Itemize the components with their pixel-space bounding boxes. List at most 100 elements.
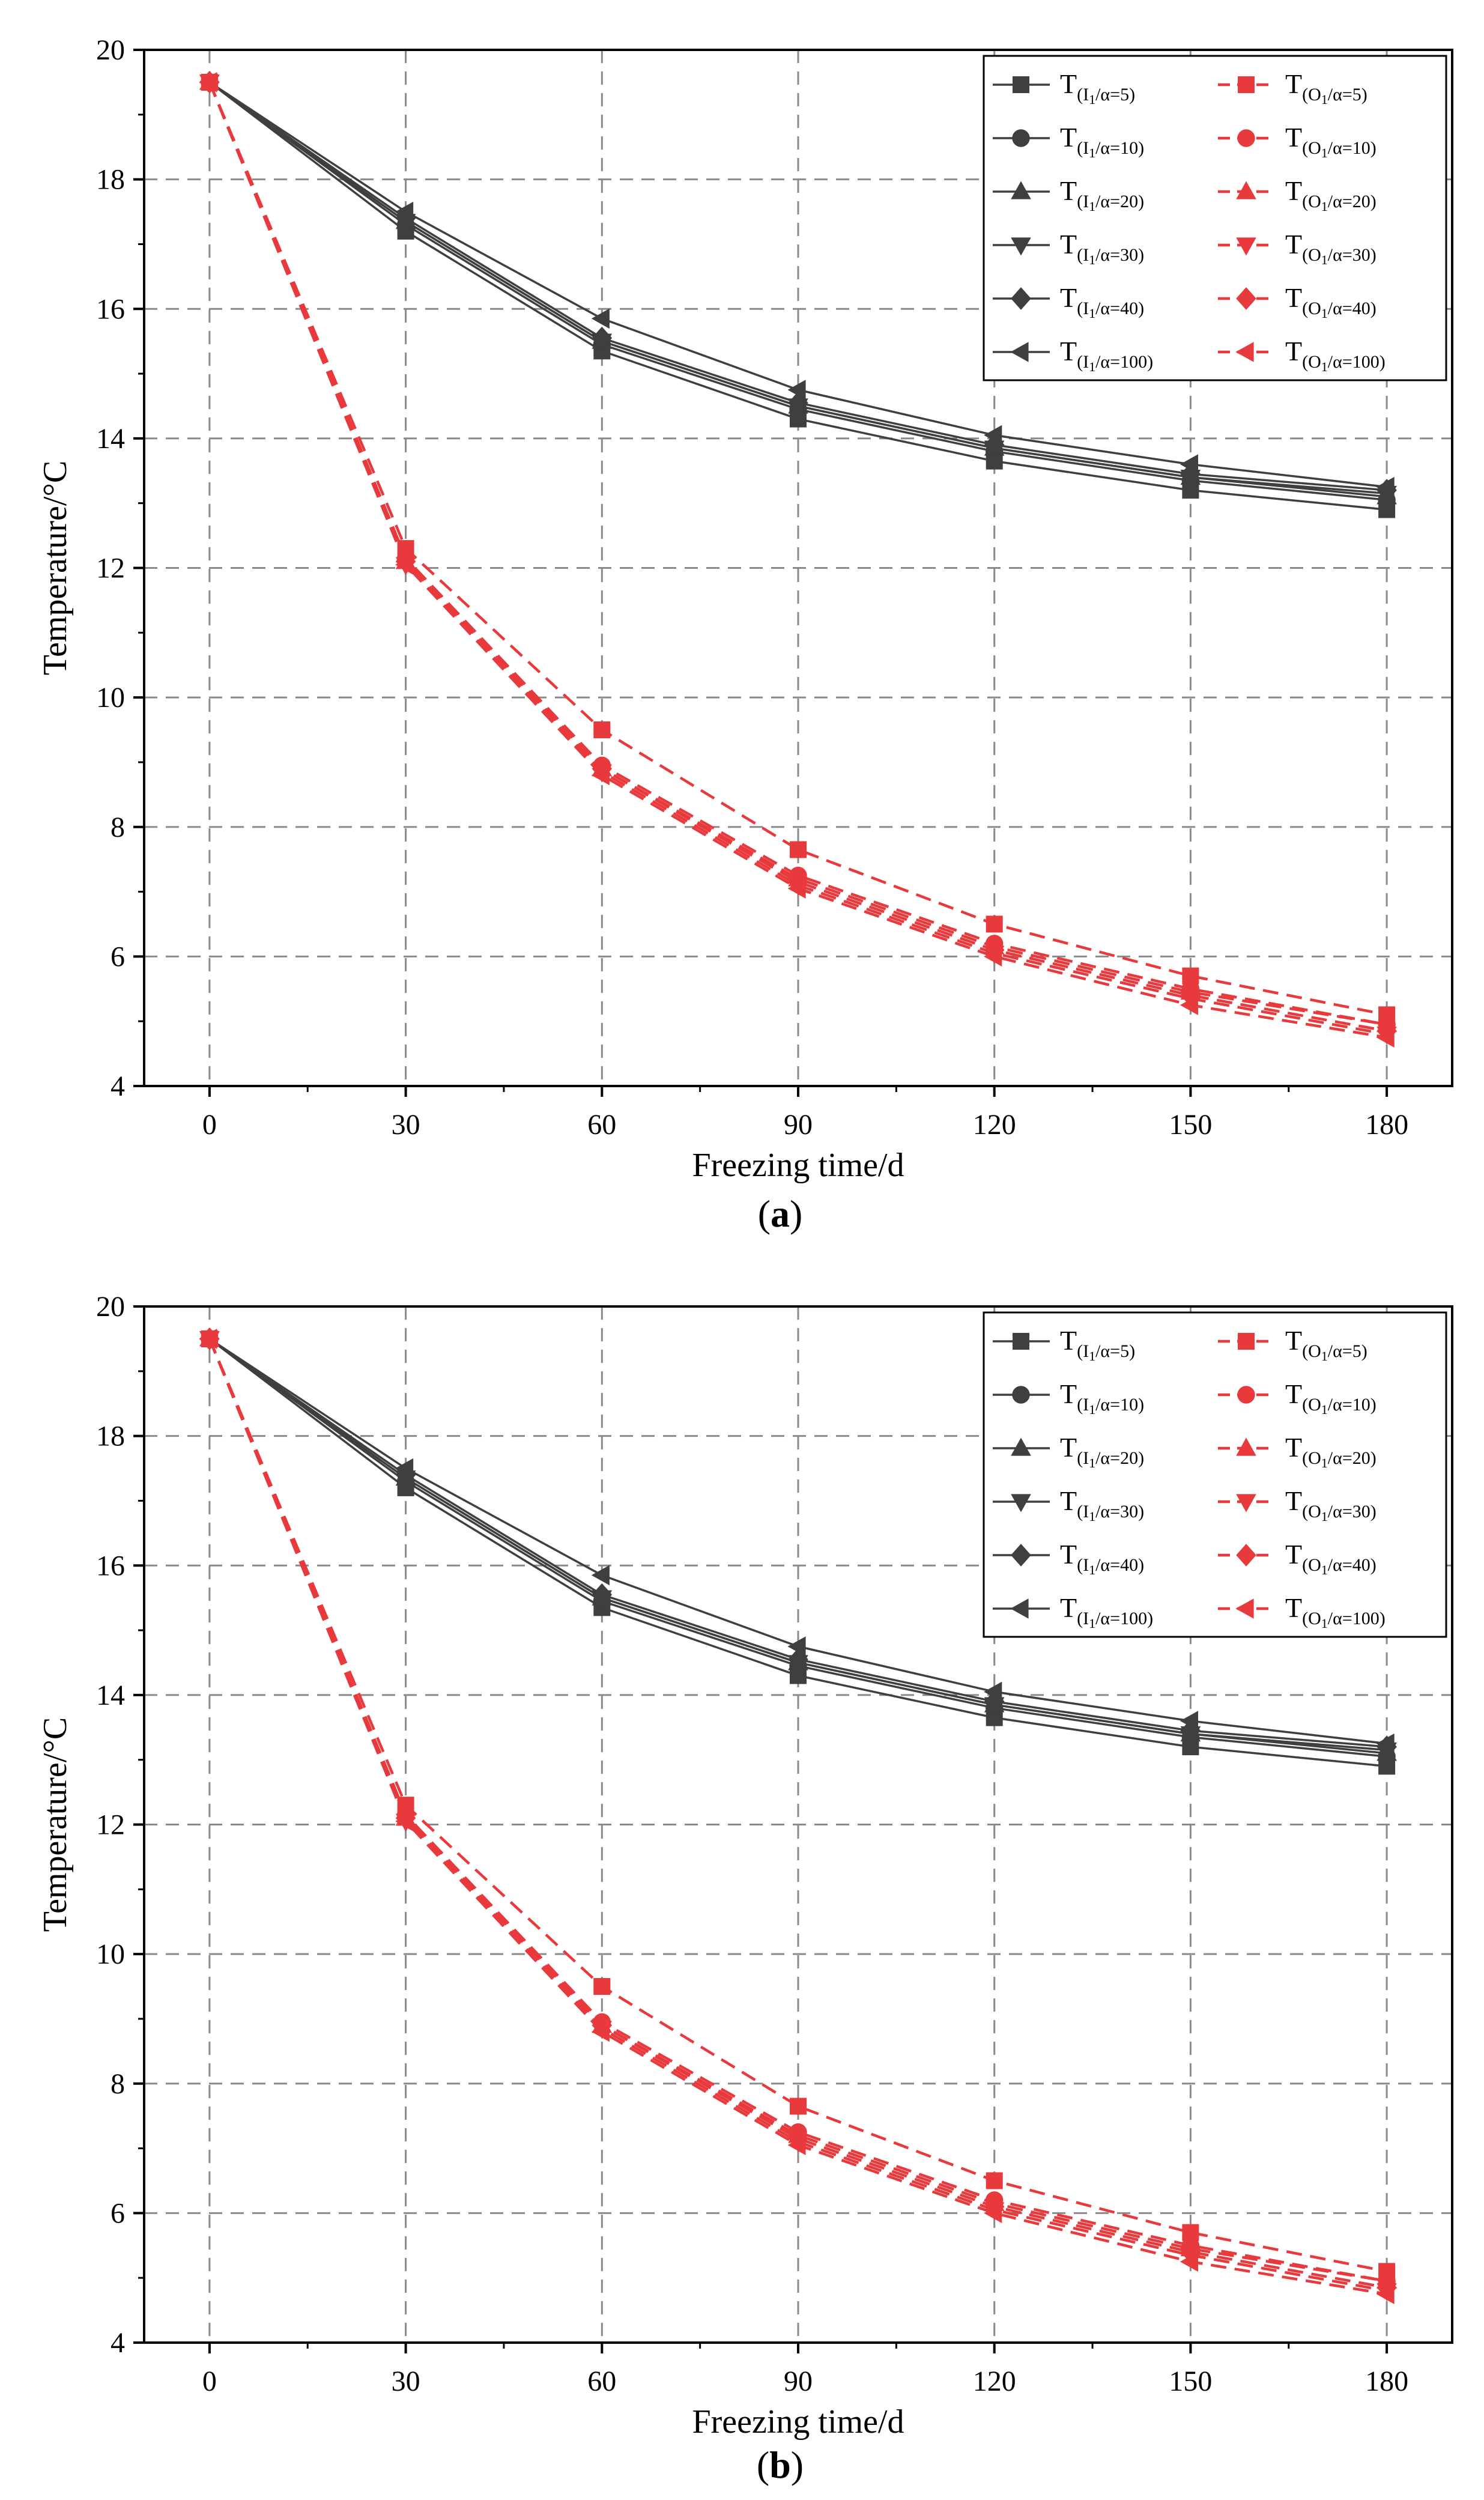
legend-marker	[1012, 129, 1030, 147]
legend-prefix: T	[1060, 175, 1077, 206]
legend-sub-group: (I	[1077, 1502, 1089, 1522]
legend-sub-group: (I	[1077, 1555, 1089, 1575]
data-point	[1180, 995, 1198, 1016]
y-tick-label: 20	[96, 1291, 125, 1323]
legend-marker	[1236, 1437, 1256, 1456]
legend-prefix: T	[1285, 68, 1302, 99]
legend-label: T(O1/α=20)	[1285, 175, 1376, 214]
data-point	[787, 2135, 806, 2155]
legend-sub-index: 1	[1321, 306, 1328, 321]
legend-sub-group: (O	[1302, 1502, 1321, 1522]
legend-prefix: T	[1060, 229, 1077, 259]
legend-prefix: T	[1060, 282, 1077, 313]
legend-label: T(I1/α=20)	[1060, 175, 1144, 214]
legend-box	[983, 1311, 1447, 1638]
legend-item-outer: T(O1/α=10)	[1218, 1379, 1376, 1417]
legend-prefix: T	[1060, 68, 1077, 99]
legend-sub-group: (I	[1077, 245, 1089, 265]
data-point	[1376, 2284, 1395, 2304]
legend-sub-alpha: /α=40)	[1095, 299, 1144, 318]
legend-prefix: T	[1060, 1539, 1077, 1570]
legend-item-inner: T(I1/α=5)	[993, 68, 1135, 107]
legend-sub-alpha: /α=100)	[1328, 352, 1386, 372]
data-point	[984, 1681, 1002, 1702]
data-point	[395, 1811, 414, 1831]
legend-prefix: T	[1285, 336, 1302, 366]
legend-label: T(I1/α=30)	[1060, 229, 1144, 267]
legend-label: T(I1/α=40)	[1060, 282, 1144, 321]
legend-item-inner: T(I1/α=10)	[993, 1379, 1144, 1417]
legend-sub-group: (O	[1302, 245, 1321, 265]
legend-label: T(I1/α=5)	[1060, 68, 1135, 107]
legend-prefix: T	[1060, 1592, 1077, 1623]
legend-sub-group: (I	[1077, 352, 1089, 372]
y-tick-label: 14	[96, 1679, 125, 1711]
legend-item-outer: T(O1/α=20)	[1218, 175, 1376, 214]
data-point	[591, 765, 610, 786]
legend-marker	[1236, 181, 1256, 199]
legend-marker	[1011, 1544, 1031, 1567]
legend-sub-group: (I	[1077, 85, 1089, 105]
legend-sub-index: 1	[1089, 1509, 1095, 1524]
legend-sub-alpha: /α=100)	[1095, 352, 1153, 372]
legend-label: T(O1/α=10)	[1285, 1379, 1376, 1417]
legend-sub-index: 1	[1321, 145, 1328, 160]
legend-item-outer: T(O1/α=40)	[1218, 282, 1376, 321]
legend-sub-group: (I	[1077, 1609, 1089, 1628]
legend-marker	[1010, 342, 1029, 362]
legend-sub-alpha: /α=30)	[1095, 245, 1144, 265]
x-axis-label: Freezing time/d	[692, 1147, 904, 1184]
legend-prefix: T	[1285, 1379, 1302, 1409]
legend-marker	[1235, 342, 1254, 362]
legend-sub-alpha: /α=40)	[1328, 1555, 1376, 1575]
legend-marker	[1011, 1494, 1031, 1512]
legend-prefix: T	[1060, 122, 1077, 153]
legend-sub-index: 1	[1321, 1349, 1328, 1364]
x-tick-label: 150	[1169, 1109, 1212, 1141]
legend-item-outer: T(O1/α=30)	[1218, 229, 1376, 267]
legend-sub-alpha: /α=100)	[1095, 1609, 1153, 1628]
y-tick-label: 16	[96, 1550, 125, 1582]
caption-open: (	[757, 2444, 769, 2486]
legend-label: T(I1/α=10)	[1060, 1379, 1144, 1417]
x-tick-label: 60	[587, 2365, 616, 2397]
legend-sub-index: 1	[1089, 1562, 1095, 1577]
legend-sub-index: 1	[1321, 92, 1328, 107]
caption-letter: a	[771, 1192, 790, 1235]
x-tick-label: 0	[202, 1109, 217, 1141]
legend-sub-alpha: /α=20)	[1095, 1448, 1144, 1468]
legend-prefix: T	[1285, 175, 1302, 206]
legend-item-inner: T(I1/α=100)	[993, 336, 1153, 374]
legend-sub-index: 1	[1089, 252, 1095, 267]
legend-sub-alpha: /α=20)	[1095, 192, 1144, 211]
caption-letter: b	[769, 2444, 791, 2486]
legend-prefix: T	[1285, 1325, 1302, 1356]
x-tick-label: 180	[1365, 1109, 1408, 1141]
x-axis-label: Freezing time/d	[692, 2403, 904, 2441]
data-point	[787, 1636, 806, 1657]
legend-label: T(O1/α=10)	[1285, 122, 1376, 160]
legend-item-outer: T(O1/α=20)	[1218, 1432, 1376, 1470]
legend-prefix: T	[1285, 1485, 1302, 1516]
legend-sub-group: (I	[1077, 138, 1089, 158]
legend-sub-group: (O	[1302, 85, 1321, 105]
data-point	[395, 554, 414, 575]
legend-item-inner: T(I1/α=40)	[993, 282, 1144, 321]
legend-sub-alpha: /α=30)	[1095, 1502, 1144, 1522]
legend-prefix: T	[1285, 1539, 1302, 1570]
legend-label: T(O1/α=40)	[1285, 282, 1376, 321]
caption-close: )	[791, 2444, 804, 2486]
legend-sub-group: (I	[1077, 1395, 1089, 1415]
legend-sub-index: 1	[1089, 199, 1095, 214]
legend-label: T(I1/α=20)	[1060, 1432, 1144, 1470]
legend-sub-group: (O	[1302, 1609, 1321, 1628]
legend-item-inner: T(I1/α=100)	[993, 1592, 1153, 1631]
y-axis-label: Temperature/°C	[37, 461, 74, 675]
y-axis-label: Temperature/°C	[37, 1717, 74, 1932]
series-outer-triangle-left	[199, 72, 1395, 1048]
legend-sub-index: 1	[1321, 199, 1328, 214]
legend-label: T(I1/α=5)	[1060, 1325, 1135, 1364]
legend-marker	[1011, 237, 1031, 256]
data-point	[986, 2172, 1003, 2189]
data-point	[199, 1329, 217, 1349]
